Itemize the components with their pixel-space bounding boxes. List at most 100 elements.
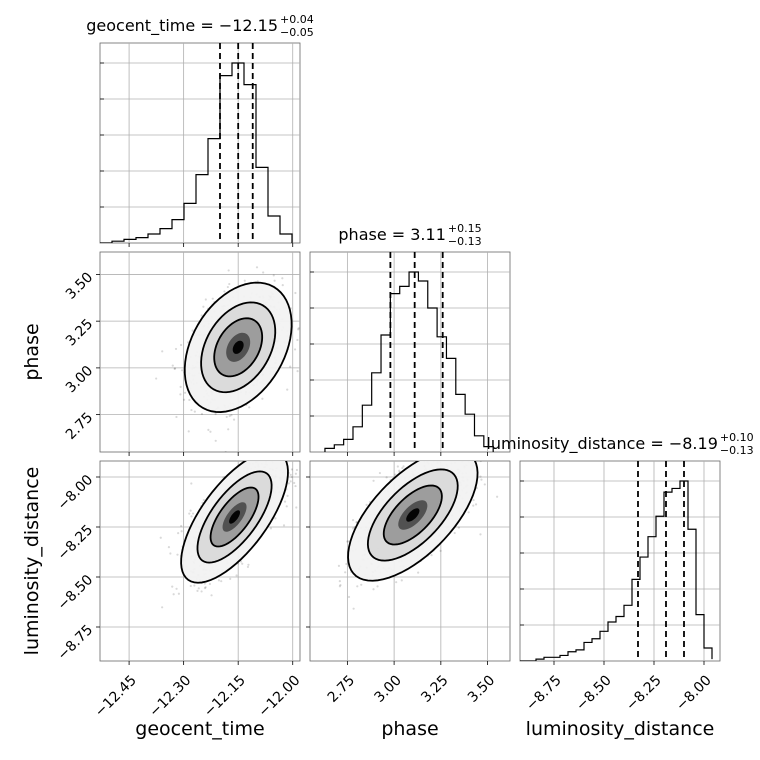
sample-point [283,500,287,503]
histogram-geocent_time [100,62,293,243]
sample-point [247,457,249,459]
sample-point [229,577,232,580]
sample-point [177,531,180,535]
sample-point [188,512,191,515]
sample-point [294,472,298,475]
sample-point [431,457,433,459]
sample-point [171,364,174,367]
sample-point [458,455,460,457]
sample-point [243,279,246,282]
sample-point [360,583,363,586]
title-minus-error: −0.13 [448,235,482,248]
y-axis-label-phase: phase [21,323,43,380]
sample-point [446,457,448,459]
sample-point [248,406,251,409]
sample-point [286,388,289,391]
sample-point [480,478,483,481]
sample-point [457,526,460,529]
y-tick-label: 2.75 [63,410,96,443]
sample-point [365,503,368,506]
sample-point [269,527,273,530]
sample-point [338,585,341,588]
sample-point [211,297,214,300]
sample-point [297,328,300,331]
sample-point [445,455,447,457]
contour-line [366,468,459,562]
sample-point [401,466,404,470]
contour-line [213,317,264,378]
title-prefix: luminosity_distance = [486,434,668,454]
contour-line [200,301,277,394]
sample-point [193,584,196,587]
sample-point [337,564,341,567]
sample-point [351,519,355,522]
sample-point [401,452,403,454]
sample-point [262,271,265,274]
title-minus-error: −0.05 [280,26,314,39]
sample-point [246,565,250,569]
sample-point [346,540,349,543]
sample-point [347,595,351,599]
sample-point [228,282,231,286]
sample-point [385,476,388,479]
sample-point [280,456,282,458]
sample-point [344,571,347,574]
histogram-phase [324,271,494,452]
panel-frame [309,251,511,453]
sample-point [372,479,375,482]
density-level [232,340,244,354]
sample-point [161,606,164,609]
sample-point [282,524,286,527]
sample-point [417,454,419,456]
sample-point [287,454,289,456]
sample-point [302,329,304,331]
x-tick-label: −12.00 [256,672,304,720]
sample-point [224,451,227,452]
x-axis-label-phase: phase [381,718,438,740]
sample-point [417,571,420,574]
sample-point [479,461,482,463]
sample-point [479,533,482,536]
sample-point [161,350,164,353]
sample-point [290,475,293,479]
sample-point [235,574,238,577]
sample-point [179,343,183,347]
sample-point [176,553,179,556]
title-prefix: phase = [338,225,410,244]
sample-point [394,473,397,476]
sample-point [197,587,200,590]
sample-point [225,415,228,419]
panel-1-2 [306,452,511,665]
y-tick-label: −8.25 [55,522,97,564]
sample-point [285,505,288,508]
panel-frame [519,460,721,662]
sample-point [306,297,308,299]
sample-point [180,530,183,533]
sample-point [190,515,193,518]
title-plus-error: +0.15 [448,222,482,235]
sample-point [190,408,193,412]
x-tick-label: 3.00 [372,672,405,705]
sample-point [214,439,217,442]
y-tick-label: 3.25 [63,316,96,349]
sample-point [200,314,203,317]
sample-point [294,484,297,488]
sample-point [189,509,192,512]
panel-frame [99,42,301,244]
sample-point [289,473,292,476]
sample-point [273,279,276,282]
sample-point [230,413,233,417]
x-axis-label-geocent_time: geocent_time [135,718,264,740]
sample-point [433,458,435,460]
sample-point [396,465,399,468]
title-median: 3.11 [410,225,446,244]
sample-point [290,468,294,471]
sample-point [191,512,195,515]
title-phase: phase = 3.11 [338,225,445,244]
sample-point [179,385,182,389]
sample-point [279,454,281,456]
sample-point [173,367,176,370]
sample-point [352,527,355,530]
sample-point [457,458,459,460]
